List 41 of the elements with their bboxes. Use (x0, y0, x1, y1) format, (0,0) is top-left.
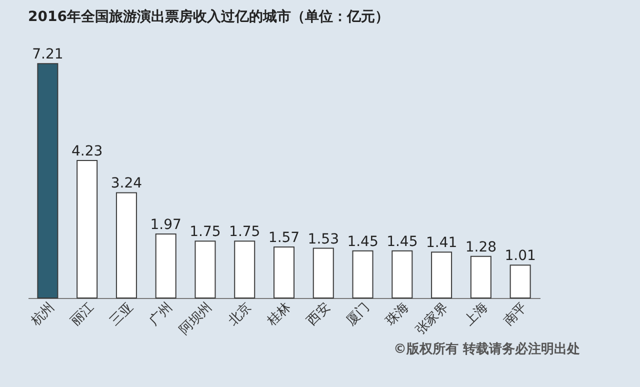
data-label: 3.24 (110, 176, 142, 192)
bar (312, 248, 334, 298)
x-tick-label: 丽江 (68, 300, 97, 329)
bar (37, 63, 58, 298)
bar (510, 264, 531, 298)
data-label: 1.01 (504, 248, 536, 264)
x-tick-label: 阿坝州 (176, 300, 216, 338)
data-label: 4.23 (71, 144, 103, 160)
data-label: 1.75 (229, 224, 260, 240)
bar (274, 246, 294, 298)
x-tick-label: 三亚 (107, 300, 136, 329)
bar (352, 250, 374, 298)
bar (470, 256, 492, 298)
data-label: 1.53 (308, 231, 339, 248)
data-label: 1.45 (386, 234, 418, 250)
bar (155, 233, 176, 298)
x-tick-label: 南平 (501, 300, 530, 329)
data-label: 1.41 (426, 235, 458, 252)
x-tick-label: 张家界 (412, 299, 452, 338)
data-label: 1.57 (268, 230, 300, 246)
x-tick-label: 厦门 (342, 299, 373, 329)
x-tick-label: 上海 (462, 300, 491, 329)
bar (76, 160, 98, 298)
x-tick-label: 珠海 (383, 300, 412, 329)
data-label: 1.75 (190, 224, 221, 240)
data-label: 1.28 (465, 239, 497, 256)
data-label: 1.45 (347, 234, 378, 250)
x-tick-label: 杭州 (28, 300, 58, 330)
x-tick-label: 广州 (146, 300, 176, 329)
bar (194, 240, 216, 298)
bar (234, 240, 256, 298)
bar (392, 250, 413, 298)
x-tick-label: 西安 (304, 299, 334, 329)
text: ©版权所有 转载请务必注明出处 (393, 340, 580, 358)
chart-title: 2016年全国旅游演出票房收入过亿的城市（单位：亿元） (28, 8, 389, 25)
data-label: 7.21 (32, 46, 64, 63)
x-tick-label: 北京 (226, 300, 255, 329)
bar (431, 252, 452, 298)
x-tick-label: 桂林 (264, 300, 294, 330)
data-label: 1.97 (150, 216, 182, 233)
bar (116, 192, 137, 298)
